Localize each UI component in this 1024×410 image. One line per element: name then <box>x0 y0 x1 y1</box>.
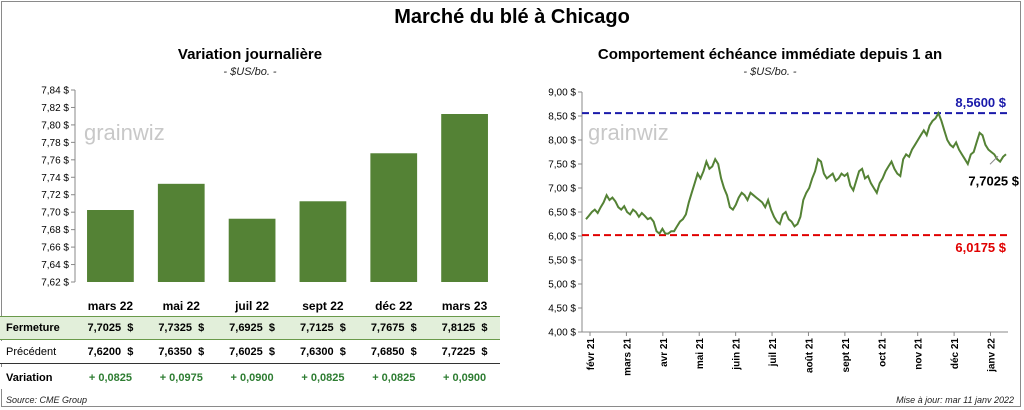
bar-y-tick-label: 7,84 $ <box>41 86 69 97</box>
table-cell: 7,6850 $ <box>370 346 417 358</box>
line-y-tick-label: 7,00 $ <box>548 184 576 195</box>
table-cell: 7,7675 $ <box>370 322 417 334</box>
low-label: 6,0175 $ <box>955 240 1006 255</box>
table-cell: 7,7325 $ <box>158 322 205 334</box>
line-y-tick-label: 5,50 $ <box>548 256 576 267</box>
bar-y-tick-label: 7,78 $ <box>41 138 69 149</box>
table-cell: 7,7025 $ <box>87 322 134 334</box>
line-x-tick-label: janv 22 <box>987 338 998 373</box>
line-x-tick-label: nov 21 <box>914 338 925 370</box>
bar-y-tick-label: 7,70 $ <box>41 208 69 219</box>
table-row-précédent: Précédent 7,6200 $ 7,6350 $ 7,6025 $ 7,6300 … <box>0 341 500 364</box>
table-row-label: Précédent <box>6 346 57 358</box>
line-y-tick-label: 8,50 $ <box>548 112 576 123</box>
bar-y-tick-label: 7,66 $ <box>41 243 69 254</box>
table-row-label: Variation <box>6 372 53 384</box>
line-x-tick-label: mars 21 <box>622 338 633 376</box>
line-chart-title: Comportement échéance immédiate depuis 1… <box>597 46 943 63</box>
table-cell: + 0,0825 <box>372 372 416 384</box>
line-x-tick-label: avr 21 <box>659 338 670 367</box>
watermark: grainwiz <box>588 120 669 145</box>
bar-y-tick-label: 7,80 $ <box>41 120 69 131</box>
table-row-variation: Variation + 0,0825 + 0,0975 + 0,0900 + 0,082… <box>0 367 500 389</box>
table-cell: 7,6200 $ <box>87 346 134 358</box>
bar-category-label: déc 22 <box>375 299 413 313</box>
bar-5 <box>370 153 418 282</box>
high-label: 8,5600 $ <box>955 95 1006 110</box>
line-x-tick-label: févr 21 <box>586 338 597 371</box>
table-row-label: Fermeture <box>6 322 60 334</box>
bar-category-label: sept 22 <box>302 299 344 313</box>
table-cell: 7,7125 $ <box>299 322 346 334</box>
table-cell: + 0,0825 <box>301 372 345 384</box>
page-title: Marché du blé à Chicago <box>394 6 630 28</box>
line-y-tick-label: 7,50 $ <box>548 160 576 171</box>
bar-1 <box>87 210 134 282</box>
bar-category-label: mars 23 <box>442 299 488 313</box>
last-value-label: 7,7025 $ <box>968 173 1019 188</box>
line-y-tick-label: 8,00 $ <box>548 136 576 147</box>
source-note: Source: CME Group <box>6 395 88 405</box>
bar-category-label: mai 22 <box>163 299 201 313</box>
line-x-tick-label: juin 21 <box>732 338 743 371</box>
line-chart-unit: - $US/bo. - <box>743 66 797 78</box>
bar-3 <box>228 218 276 282</box>
line-x-tick-label: mai 21 <box>695 338 706 370</box>
table-cell: 7,6300 $ <box>299 346 346 358</box>
bar-y-tick-label: 7,62 $ <box>41 278 69 289</box>
bar-chart-title: Variation journalière <box>177 46 323 63</box>
table-cell: 7,6925 $ <box>229 322 276 334</box>
table-cell: + 0,0900 <box>230 372 274 384</box>
line-x-tick-label: juil 21 <box>768 338 779 368</box>
table-cell: 7,6350 $ <box>158 346 205 358</box>
line-x-tick-label: oct 21 <box>877 338 888 367</box>
line-y-tick-label: 6,50 $ <box>548 208 576 219</box>
line-x-tick-label: août 21 <box>804 338 815 373</box>
table-cell: + 0,0900 <box>443 372 487 384</box>
line-y-tick-label: 6,00 $ <box>548 232 576 243</box>
table-cell: 7,7225 $ <box>441 346 488 358</box>
line-y-tick-label: 5,00 $ <box>548 280 576 291</box>
bar-y-tick-label: 7,76 $ <box>41 155 69 166</box>
bar-chart: 7,62 $ 7,64 $ 7,66 $ 7,68 $ 7,70 $ 7,72 $ 7,74… <box>41 86 488 313</box>
last-label-leader <box>989 155 999 165</box>
line-x-tick-label: déc 21 <box>950 338 961 370</box>
table-cell: + 0,0975 <box>159 372 203 384</box>
table-cell: + 0,0825 <box>88 372 132 384</box>
bar-2 <box>157 183 205 282</box>
table-cell: 7,6025 $ <box>229 346 276 358</box>
table-row-fermeture: Fermeture 7,7025 $ 7,7325 $ 7,6925 $ 7,7125 … <box>0 316 500 340</box>
bar-y-tick-label: 7,64 $ <box>41 260 69 271</box>
table-cell: 7,8125 $ <box>441 322 488 334</box>
bar-y-tick-label: 7,74 $ <box>41 173 69 184</box>
bar-y-tick-label: 7,72 $ <box>41 190 69 201</box>
update-note: Mise à jour: mar 11 janv 2022 <box>896 395 1014 405</box>
line-y-tick-label: 4,50 $ <box>548 304 576 315</box>
line-x-tick-label: sept 21 <box>841 338 852 373</box>
bar-chart-unit: - $US/bo. - <box>223 66 277 78</box>
bar-y-tick-label: 7,82 $ <box>41 103 69 114</box>
line-y-tick-label: 4,00 $ <box>548 328 576 339</box>
bar-category-label: juil 22 <box>234 299 269 313</box>
line-y-tick-label: 9,00 $ <box>548 88 576 99</box>
bar-6 <box>441 114 488 282</box>
bar-4 <box>299 201 347 282</box>
bar-category-label: mars 22 <box>88 299 134 313</box>
bar-y-tick-label: 7,68 $ <box>41 225 69 236</box>
watermark: grainwiz <box>84 120 165 145</box>
price-series-line <box>585 110 1007 236</box>
